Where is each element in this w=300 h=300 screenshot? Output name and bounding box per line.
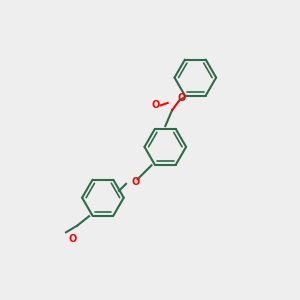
- Text: O: O: [177, 93, 186, 103]
- Text: O: O: [69, 234, 77, 244]
- Text: O: O: [152, 100, 160, 110]
- Text: O: O: [131, 176, 140, 187]
